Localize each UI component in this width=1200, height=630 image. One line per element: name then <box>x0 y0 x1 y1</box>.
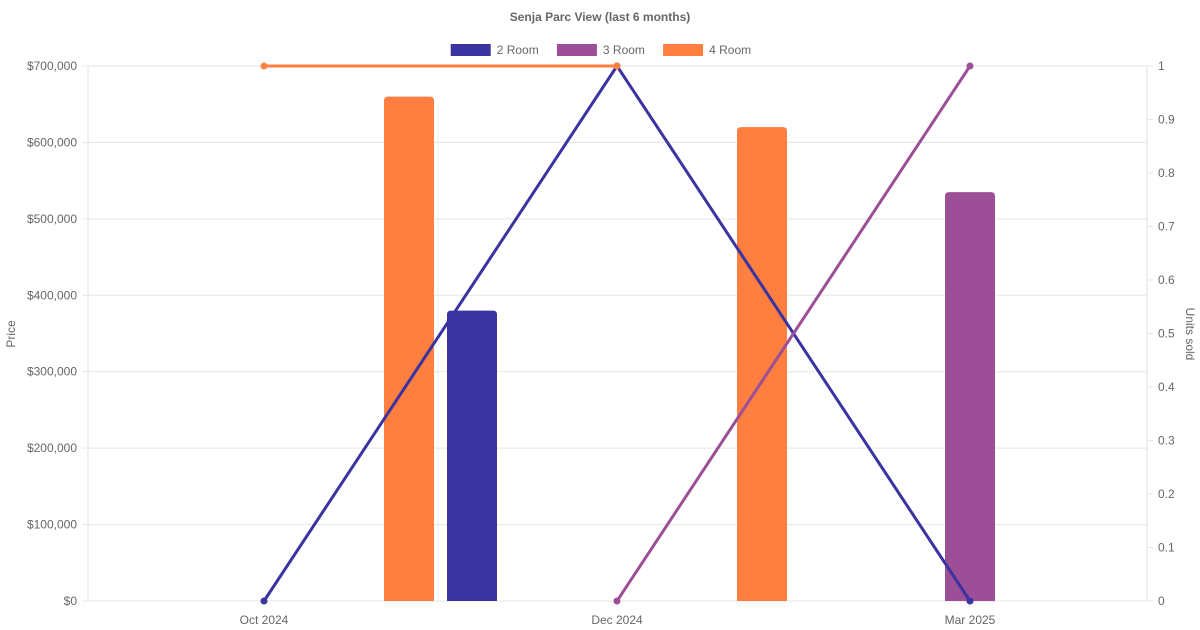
point-3-room <box>613 597 621 605</box>
bar-2-room <box>447 310 497 601</box>
legend-swatch-4-room <box>663 44 704 56</box>
y-right-tick-label: 0.7 <box>1158 220 1175 234</box>
point-2-room <box>966 597 974 605</box>
x-axis: Oct 2024 Dec 2024 Mar 2025 <box>240 601 996 627</box>
y-left-tick-label: $300,000 <box>27 365 77 379</box>
y-axis-left-title: Price <box>4 320 18 348</box>
bar-3-room <box>945 192 995 601</box>
legend-swatch-2-room <box>450 44 491 56</box>
line-2-room <box>262 64 972 602</box>
point-4-room <box>613 62 621 70</box>
bar-4-room <box>384 96 434 602</box>
y-left-tick-label: $100,000 <box>27 518 77 532</box>
y-right-tick-label: 0 <box>1158 594 1165 608</box>
point-4-room <box>260 62 268 70</box>
y-right-tick-label: 1 <box>1158 59 1165 73</box>
y-right-tick-label: 0.3 <box>1158 434 1175 448</box>
y-right-tick-label: 0.5 <box>1158 327 1175 341</box>
y-left-tick-label: $400,000 <box>27 288 77 302</box>
bar-4-room <box>737 127 787 602</box>
point-3-room <box>966 62 974 70</box>
legend-label-2-room: 2 Room <box>497 43 539 57</box>
chart-title: Senja Parc View (last 6 months) <box>510 10 691 24</box>
grid <box>87 65 1148 602</box>
y-axis-right: 0 0.1 0.2 0.3 0.4 0.5 0.6 0.7 0.8 0.9 1 <box>1147 59 1175 608</box>
y-left-tick-label: $0 <box>64 594 78 608</box>
line-3-room <box>615 65 972 602</box>
y-left-tick-label: $500,000 <box>27 212 77 226</box>
legend: 2 Room 3 Room 4 Room <box>450 43 751 57</box>
y-right-tick-label: 0.9 <box>1158 113 1175 127</box>
x-tick-label: Oct 2024 <box>240 613 289 627</box>
y-right-tick-label: 0.2 <box>1158 487 1175 501</box>
y-right-tick-label: 0.6 <box>1158 273 1175 287</box>
y-left-tick-label: $200,000 <box>27 441 77 455</box>
y-right-tick-label: 0.1 <box>1158 541 1175 555</box>
y-left-tick-label: $700,000 <box>27 59 77 73</box>
y-axis-right-title: Units sold <box>1183 308 1197 361</box>
legend-label-4-room: 4 Room <box>709 43 751 57</box>
y-right-tick-label: 0.4 <box>1158 380 1175 394</box>
legend-label-3-room: 3 Room <box>603 43 645 57</box>
x-tick-label: Dec 2024 <box>591 613 643 627</box>
x-tick-label: Mar 2025 <box>945 613 996 627</box>
point-2-room <box>260 597 268 605</box>
y-left-tick-label: $600,000 <box>27 135 77 149</box>
y-axis-left: $0 $100,000 $200,000 $300,000 $400,000 $500,0… <box>27 59 88 608</box>
y-right-tick-label: 0.8 <box>1158 166 1175 180</box>
bars <box>384 96 995 602</box>
lines <box>260 62 974 605</box>
legend-swatch-3-room <box>556 44 597 56</box>
